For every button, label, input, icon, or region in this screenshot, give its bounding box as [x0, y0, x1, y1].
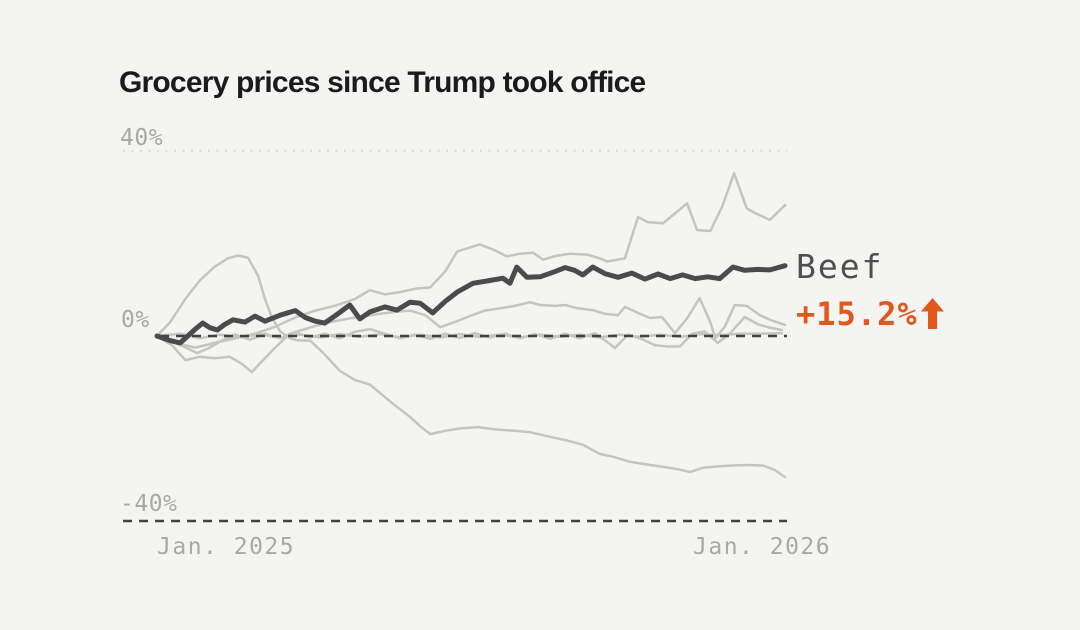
y-tick-40: 40% [120, 125, 164, 151]
x-tick-jan-2026: Jan. 2026 [693, 534, 832, 560]
chart-title: Grocery prices since Trump took office [119, 66, 646, 99]
up-arrow-icon [920, 297, 944, 329]
series-change-beef: +15.2% [796, 295, 944, 333]
series-line-gray-line-mid [155, 296, 787, 374]
y-tick-minus40: -40% [120, 491, 178, 517]
series-change-value: +15.2% [796, 295, 918, 333]
series-line-gray-line-late-riser [155, 171, 787, 349]
series-label-beef: Beef [796, 247, 884, 286]
x-tick-jan-2025: Jan. 2025 [157, 534, 296, 560]
y-tick-0: 0% [121, 307, 150, 333]
series-line-Beef [154, 263, 788, 346]
series-line-gray-line-early-spike-then-decline [155, 254, 787, 479]
